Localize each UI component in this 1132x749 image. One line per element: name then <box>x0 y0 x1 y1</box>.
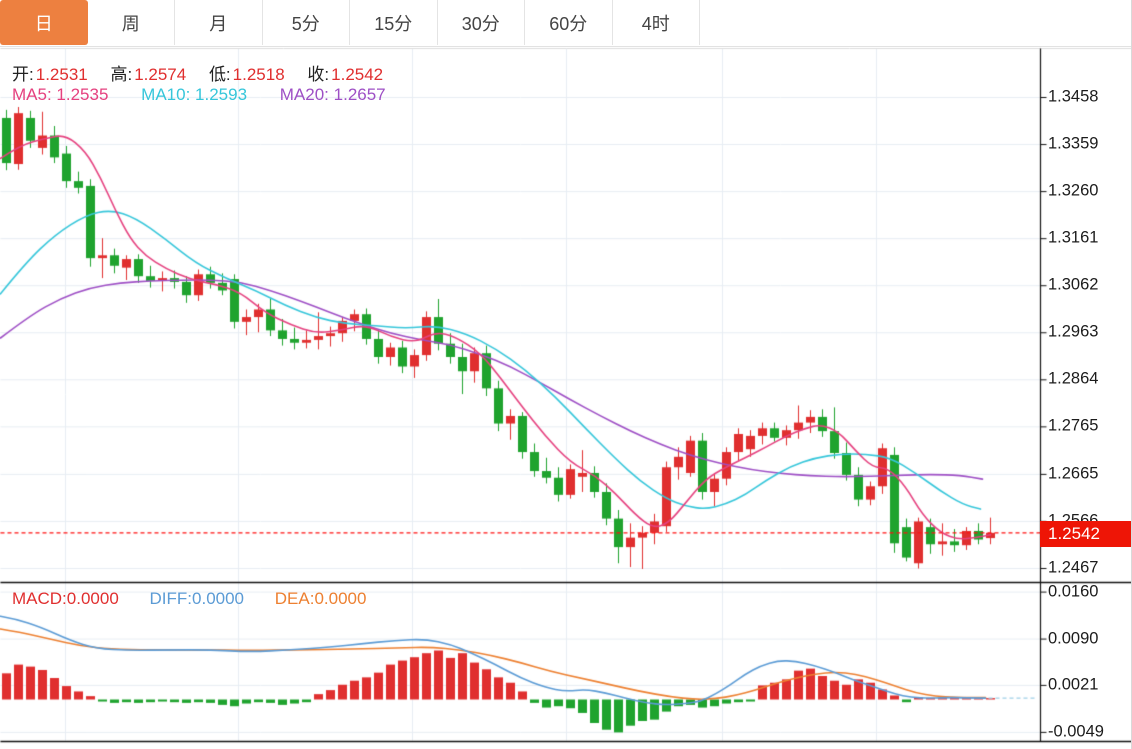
main-axis-tick-label: 1.2864 <box>1048 369 1099 388</box>
dea-value: 0.0000 <box>314 589 367 608</box>
low-value: 1.2518 <box>232 65 285 84</box>
open-label: 开: <box>12 65 34 84</box>
main-axis-tick-label: 1.2467 <box>1048 558 1099 577</box>
macd-legend: MACD:0.0000 DIFF:0.0000 DEA:0.0000 <box>12 589 384 609</box>
macd-axis-tick-label: -0.0049 <box>1048 722 1104 741</box>
dea-label: DEA: <box>274 589 315 608</box>
ohlc-legend: 开: 1.2531 高: 1.2574 低: 1.2518 收: 1.2542 <box>12 60 401 85</box>
macd-axis-tick-label: 0.0090 <box>1048 629 1099 648</box>
main-axis-tick-label: 1.3458 <box>1048 87 1099 106</box>
tab-timeframe-6[interactable]: 60分 <box>525 0 613 45</box>
tab-timeframe-5[interactable]: 30分 <box>437 0 525 45</box>
main-axis-tick-label: 1.3161 <box>1048 228 1099 247</box>
high-label: 高: <box>110 65 133 84</box>
ma10-value: 1.2593 <box>195 85 248 104</box>
timeframe-tabbar: 日周月 5分 15分 30分 60分 4时 <box>0 0 1131 47</box>
low-label: 低: <box>208 65 231 84</box>
main-axis-tick-label: 1.3062 <box>1048 275 1099 294</box>
diff-value: 0.0000 <box>192 589 245 608</box>
ma5-label: MA5: <box>12 85 52 104</box>
open-value: 1.2531 <box>35 65 88 84</box>
macd-axis-tick-label: 0.0160 <box>1048 582 1099 601</box>
close-value: 1.2542 <box>331 65 384 84</box>
ma-legend: MA5: 1.2535 MA10: 1.2593 MA20: 1.2657 <box>12 85 404 105</box>
tab-timeframe-7[interactable]: 4时 <box>612 0 700 45</box>
close-label: 收: <box>307 65 330 84</box>
tab-timeframe-3[interactable]: 5分 <box>262 0 350 45</box>
main-axis-tick-label: 1.2765 <box>1048 416 1099 435</box>
macd-value: 0.0000 <box>66 589 119 608</box>
main-axis-tick-label: 1.2963 <box>1048 322 1099 341</box>
main-axis-tick-label: 1.3359 <box>1048 134 1099 153</box>
macd-label: MACD: <box>12 589 67 608</box>
tab-timeframe-2[interactable]: 月 <box>175 0 263 45</box>
main-axis-tick-label: 1.3260 <box>1048 181 1099 200</box>
tab-timeframe-4[interactable]: 15分 <box>350 0 438 45</box>
ma5-value: 1.2535 <box>56 85 109 104</box>
tab-timeframe-1[interactable]: 周 <box>87 0 175 45</box>
high-value: 1.2574 <box>134 65 187 84</box>
tab-timeframe-0[interactable]: 日 <box>0 0 88 45</box>
diff-label: DIFF: <box>149 589 193 608</box>
ma20-value: 1.2657 <box>333 85 386 104</box>
current-price-tag: 1.2542 <box>1040 521 1131 548</box>
macd-axis-tick-label: 0.0021 <box>1048 675 1099 694</box>
ma20-label: MA20: <box>279 85 329 104</box>
main-axis-tick-label: 1.2665 <box>1048 464 1099 483</box>
ma10-label: MA10: <box>141 85 191 104</box>
